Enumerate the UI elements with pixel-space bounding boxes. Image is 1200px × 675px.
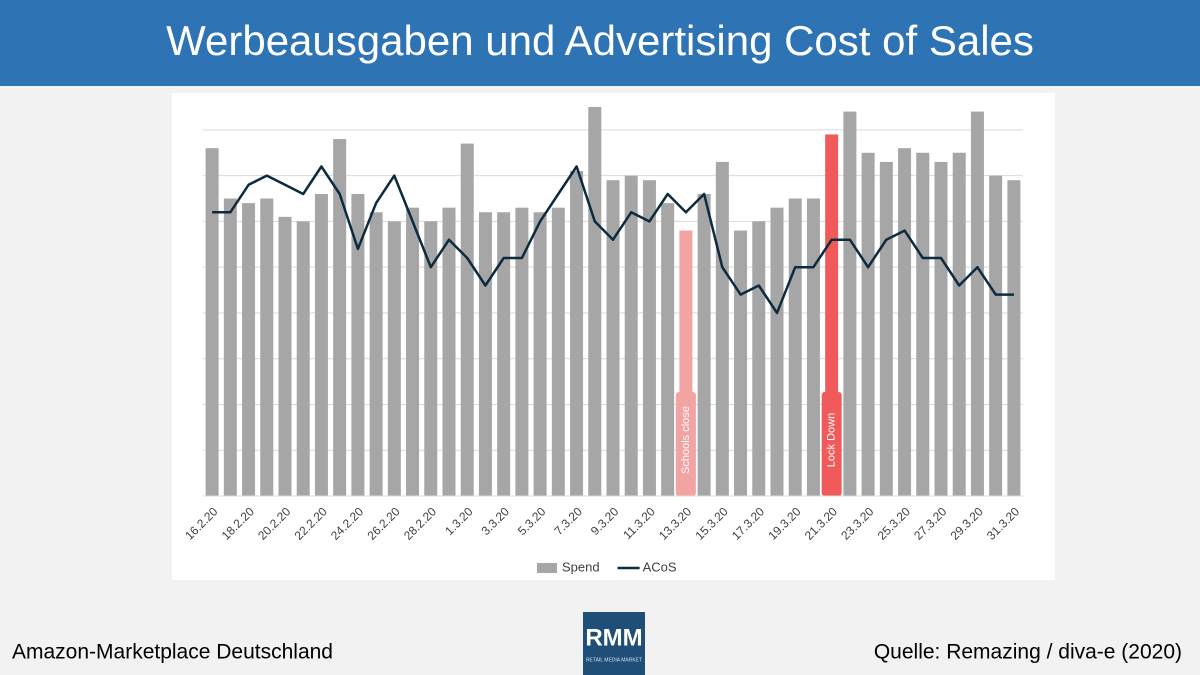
- logo-text: RMM: [585, 624, 642, 651]
- bar: [242, 203, 256, 496]
- bar: [624, 175, 638, 496]
- bar: [588, 107, 602, 496]
- bar: [369, 212, 383, 496]
- bar: [752, 221, 766, 497]
- bar: [351, 193, 365, 496]
- bar: [314, 193, 328, 496]
- legend-swatch: [537, 563, 557, 573]
- bar: [661, 203, 675, 496]
- bar: [989, 175, 1003, 496]
- bar: [734, 230, 748, 497]
- annotation-box: [821, 392, 842, 496]
- bar: [387, 221, 401, 497]
- bar: [770, 207, 784, 496]
- bar: [497, 212, 511, 496]
- bar: [570, 171, 584, 496]
- annotation-box: [675, 392, 696, 496]
- bar: [879, 161, 893, 496]
- chart-title: Werbeausgaben und Advertising Cost of Sa…: [166, 17, 1034, 64]
- logo-subtext: RETAIL MEDIA MARKET: [586, 657, 642, 663]
- bar: [223, 198, 237, 496]
- bar: [442, 207, 456, 496]
- footer-left: Amazon-Marketplace Deutschland: [12, 641, 333, 664]
- bar: [843, 111, 857, 496]
- bar: [934, 161, 948, 496]
- line: [212, 165, 1014, 315]
- bar: [260, 198, 274, 496]
- bar: [333, 139, 347, 497]
- logo: [583, 612, 645, 675]
- bar: [205, 148, 219, 496]
- bar: [788, 198, 802, 496]
- legend-label: Spend: [562, 559, 600, 574]
- footer-right: Quelle: Remazing / diva-e (2020): [874, 641, 1182, 664]
- bar: [697, 193, 711, 496]
- bar: [424, 221, 438, 497]
- bar: [515, 207, 529, 496]
- bar: [642, 180, 656, 497]
- bar: [806, 198, 820, 496]
- bar: [606, 180, 620, 497]
- bar: [533, 212, 547, 496]
- bar: [952, 152, 966, 496]
- bar: [898, 148, 912, 496]
- bar: [916, 152, 930, 496]
- bar: [296, 221, 310, 497]
- bar: [551, 207, 565, 496]
- bar: [1007, 180, 1021, 497]
- bar: [278, 216, 292, 496]
- bar: [478, 212, 492, 496]
- legend-label: ACoS: [643, 559, 677, 574]
- annotation-label: Schools close: [680, 406, 692, 474]
- bar: [406, 207, 420, 496]
- annotation-label: Lock Down: [826, 413, 838, 467]
- bar: [970, 111, 984, 496]
- bar: [715, 161, 729, 496]
- header-band: [0, 0, 1200, 86]
- bar: [861, 152, 875, 496]
- bar: [460, 143, 474, 497]
